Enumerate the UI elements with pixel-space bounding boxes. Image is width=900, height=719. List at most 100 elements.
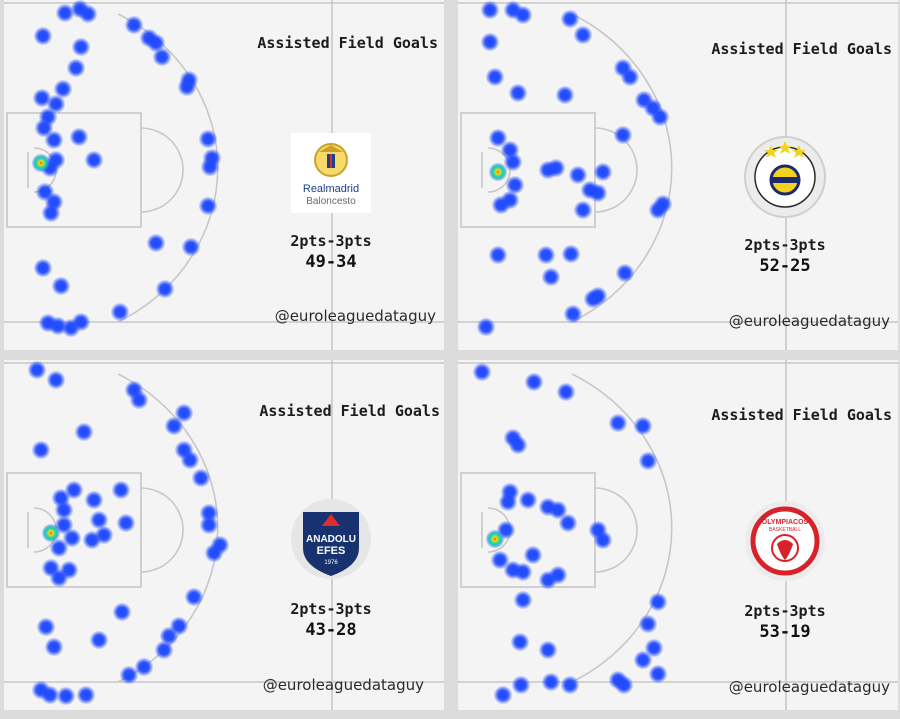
shot-point [177,77,197,97]
shot-point [89,630,109,650]
shot-point [129,390,149,410]
shot-point [110,302,130,322]
shot-point [593,530,613,550]
shot-point [84,490,104,510]
shot-point [614,675,634,695]
shot-point [119,665,139,685]
shot-point [638,451,658,471]
shot-point [573,25,593,45]
court-heatmap [458,360,898,710]
shot-point [146,233,166,253]
heat-hotspot [489,163,507,181]
shot-point [513,590,533,610]
shot-point [523,545,543,565]
shot-point [198,196,218,216]
shot-point [633,650,653,670]
panel-anadolu-efes: Assisted Field Goals ANADOLU EFES 1976 2… [4,360,444,710]
shot-point [62,528,82,548]
shot-point [593,162,613,182]
shot-point [44,130,64,150]
logo-wordmark: ANADOLU [306,534,356,545]
logo-year: 1976 [324,560,338,566]
shot-point [556,382,576,402]
score-label: 2pts-3pts [744,236,826,254]
shot-point [111,480,131,500]
author-handle: @euroleaguedataguy [262,676,424,694]
shot-point [588,183,608,203]
shot-point [560,9,580,29]
shot-point [155,279,175,299]
shot-point [508,435,528,455]
olympiacos-logo: OLYMPIACOS BASKETBALL [745,501,825,581]
shot-point [508,83,528,103]
author-handle: @euroleaguedataguy [728,678,890,696]
score-label: 2pts-3pts [290,232,372,250]
shot-point [198,129,218,149]
shot-point [64,480,84,500]
shot-point [84,150,104,170]
logo-subtext: BASKETBALL [769,527,801,533]
shot-point [588,286,608,306]
shot-point [134,657,154,677]
fenerbahce-logo [744,136,826,218]
shot-point [76,685,96,705]
shot-point [54,500,74,520]
shot-point [573,200,593,220]
shot-point [199,515,219,535]
shot-point [41,203,61,223]
shot-point [174,403,194,423]
shot-point [46,370,66,390]
score-label: 2pts-3pts [744,602,826,620]
score-value: 43-28 [305,620,357,640]
shot-point [513,562,533,582]
shot-point [49,568,69,588]
shot-point [51,276,71,296]
score-value: 49-34 [305,252,357,272]
shot-point [536,245,556,265]
shot-point [33,26,53,46]
shot-point [181,237,201,257]
score-label: 2pts-3pts [290,600,372,618]
court-heatmap [458,0,898,350]
shot-point [472,362,492,382]
chart-title: Assisted Field Goals [711,40,892,58]
shot-point [524,372,544,392]
shot-points [472,362,668,705]
shot-point [568,165,588,185]
shot-point [615,263,635,283]
shot-points [31,0,222,338]
shot-point [563,304,583,324]
shot-point [511,675,531,695]
shot-point [112,602,132,622]
heat-hotspot [32,154,50,172]
heat-hotspot [42,524,60,542]
shot-point [560,675,580,695]
shot-point [488,128,508,148]
shot-point [546,158,566,178]
shot-point [480,32,500,52]
logo-wordmark: Realmadrid [303,183,359,195]
shot-point [541,672,561,692]
shot-point [71,37,91,57]
shot-point [33,258,53,278]
shot-point [490,550,510,570]
shot-point [650,107,670,127]
shot-point [500,190,520,210]
shot-point [648,592,668,612]
shot-point [184,587,204,607]
shot-point [620,67,640,87]
logo-subtext: EFES [317,545,346,557]
shot-point [124,15,144,35]
shot-point [152,47,172,67]
shot-point [191,468,211,488]
shot-point [78,4,98,24]
shot-point [204,543,224,563]
shot-point [55,3,75,23]
shot-points [27,360,230,706]
shot-point [648,664,668,684]
author-handle: @euroleaguedataguy [728,312,890,330]
shot-point [498,492,518,512]
shot-point [638,614,658,634]
panel-fenerbahce: Assisted Field Goals 2pts-3pts 52-25 @eu… [458,0,898,350]
shot-point [480,0,500,20]
